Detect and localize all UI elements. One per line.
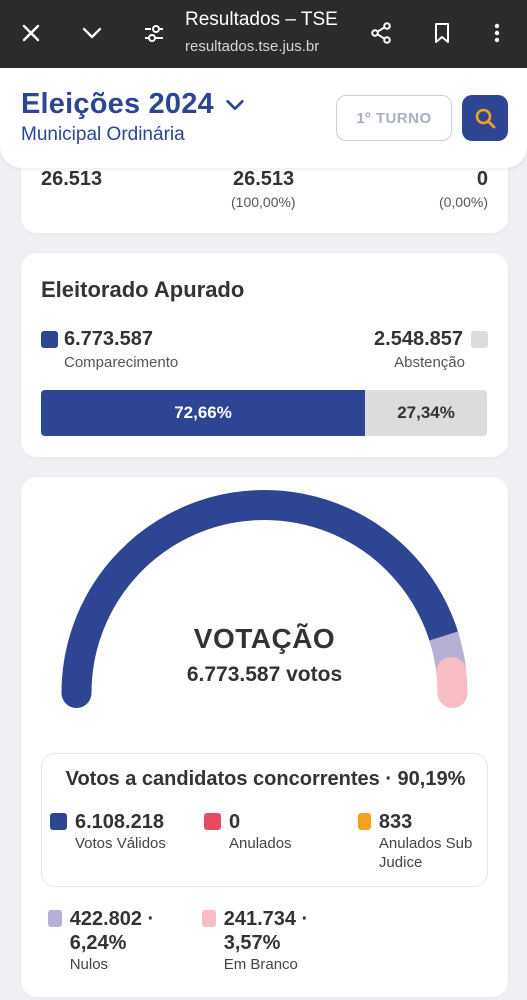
votacao-card: VOTAÇÃO 6.773.587 votos Votos a candidat… [21,477,508,997]
anulados-label: Anulados [229,835,292,852]
abstencao-stat: 2.548.857 [374,328,488,351]
browser-title: Resultados – TSE [185,9,338,30]
nulos-swatch [48,910,62,927]
eleitorado-title: Eleitorado Apurado [41,277,245,302]
page-title: Eleições 2024 [21,88,214,120]
branco-label: Em Branco [223,956,298,973]
votacao-title: VOTAÇÃO [193,623,336,654]
anulados-swatch [204,813,221,830]
legend-nulos: 422.802 · 6,24% Nulos [48,907,188,974]
tune-icon[interactable] [139,18,169,48]
validos-value: 6.108.218 [75,811,164,833]
subjudice-label: Anulados Sub Judice [378,835,473,871]
gauge-segment-branco [436,656,468,708]
turno-button[interactable]: 1º TURNO [336,95,452,141]
nulos-value: 422.802 · 6,24% [69,908,155,954]
validos-label: Votos Válidos [75,835,166,852]
abstencao-value: 2.548.857 [374,328,463,350]
votacao-total: 6.773.587 votos [186,663,343,686]
summary-col1-value: 26.513 [41,168,103,190]
chevron-down-icon [226,99,244,110]
summary-col3-pct: (0,00%) [438,194,488,210]
summary-col2-value: 26.513 [233,168,295,190]
branco-swatch [202,910,216,927]
election-subtitle: Municipal Ordinária [21,124,185,145]
abstencao-swatch [471,331,488,348]
abstencao-label: Abstenção [394,354,465,371]
legend-validos: 6.108.218 Votos Válidos [50,810,166,853]
subjudice-value: 833 [378,811,413,833]
candidatos-box: Votos a candidatos concorrentes · 90,19%… [41,753,488,887]
browser-url[interactable]: resultados.tse.jus.br [185,38,320,55]
comparecimento-stat: 6.773.587 [41,328,153,351]
browser-toolbar: Resultados – TSE resultados.tse.jus.br [0,0,527,68]
bookmark-icon[interactable] [427,18,457,48]
search-icon [475,108,496,129]
eleitorado-card: Eleitorado Apurado 6.773.587 Comparecime… [21,253,508,457]
subjudice-swatch [358,813,371,830]
comparecimento-bar: 72,66% [41,390,366,436]
comparecimento-value: 6.773.587 [64,328,153,350]
turnout-bar: 72,66% 27,34% [41,390,487,436]
chevron-down-icon[interactable] [77,18,107,48]
more-vert-icon[interactable] [482,18,512,48]
comparecimento-swatch [41,331,58,348]
gauge-segment-validos [61,490,459,708]
app-header: Eleições 2024 Municipal Ordinária 1º TUR… [0,68,527,168]
share-icon[interactable] [366,18,396,48]
candidatos-title: Votos a candidatos concorrentes · 90,19% [65,768,466,790]
comparecimento-label: Comparecimento [64,354,179,371]
search-button[interactable] [462,95,508,141]
branco-value: 241.734 · 3,57% [223,908,309,954]
legend-branco: 241.734 · 3,57% Em Branco [202,907,342,974]
summary-col2-pct: (100,00%) [231,194,296,210]
validos-swatch [50,813,67,830]
election-selector[interactable]: Eleições 2024 [21,88,246,121]
nulos-label: Nulos [69,956,109,973]
legend-anulados: 0 Anulados [204,810,292,853]
close-icon[interactable] [16,18,46,48]
anulados-value: 0 [229,811,241,833]
legend-subjudice: 833 Anulados Sub Judice [358,810,486,872]
abstencao-bar: 27,34% [365,390,487,436]
votacao-gauge [61,490,468,708]
summary-col3-value: 0 [476,168,488,190]
